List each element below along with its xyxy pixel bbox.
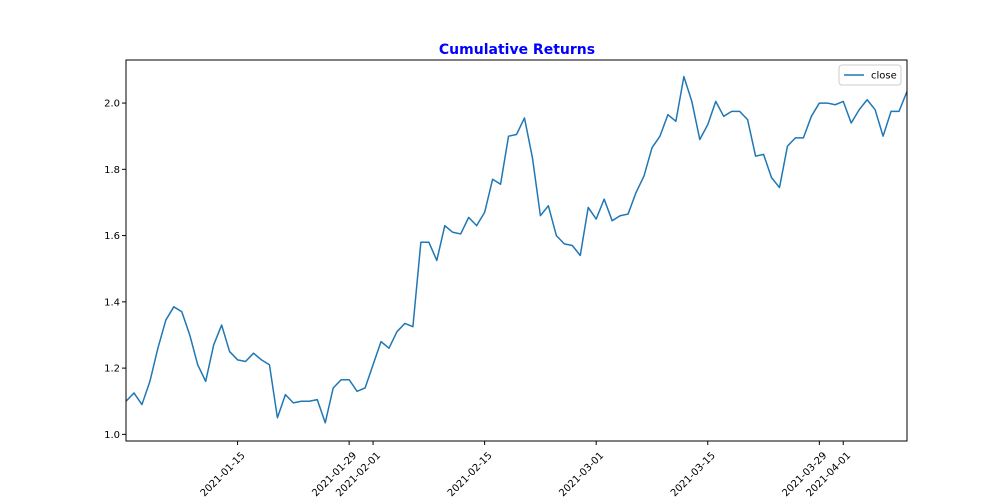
legend-label: close [871, 71, 897, 82]
y-tick-label: 2.0 [104, 99, 120, 110]
plot-area [125, 59, 908, 442]
legend: close [838, 64, 902, 86]
y-tick-label: 1.6 [104, 231, 120, 242]
series-line-close [125, 75, 908, 424]
y-axis: 1.0 1.2 1.4 1.6 1.8 2.0 [104, 99, 126, 441]
legend-box [838, 64, 902, 86]
y-tick-label: 1.0 [104, 430, 120, 441]
y-tick-label: 1.2 [104, 364, 120, 375]
axes-frame [125, 59, 908, 442]
y-tick-label: 1.8 [104, 165, 120, 176]
y-tick-label: 1.4 [104, 297, 120, 308]
chart-title: Cumulative Returns [439, 42, 595, 58]
